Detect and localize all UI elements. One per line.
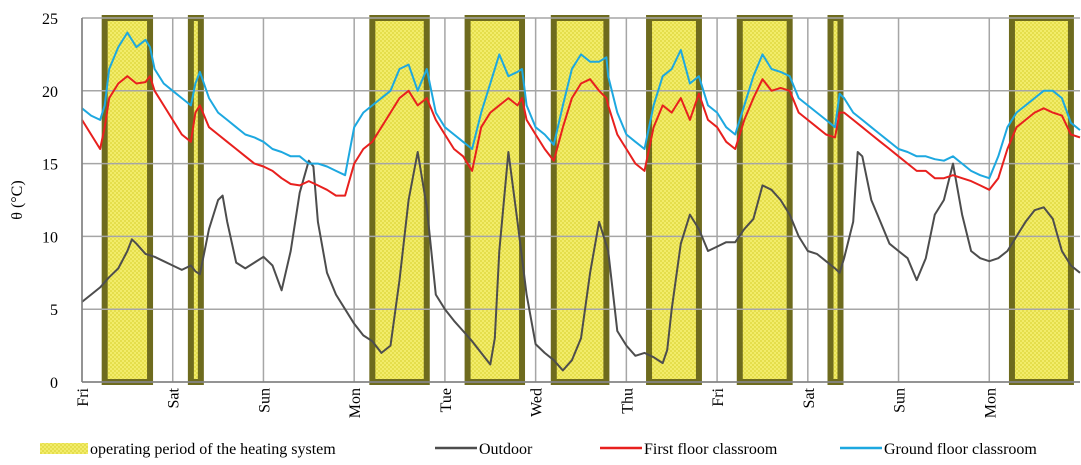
y-tick-label: 20 bbox=[42, 84, 58, 101]
y-axis-label: θ (°C) bbox=[9, 180, 26, 219]
heating-period-9 bbox=[1008, 15, 1074, 385]
x-tick-label: Mon bbox=[347, 388, 364, 418]
y-tick-label: 5 bbox=[50, 302, 58, 319]
heating-period-5 bbox=[550, 15, 610, 385]
y-tick-label: 25 bbox=[42, 11, 58, 28]
heating-period-8 bbox=[827, 15, 844, 385]
x-tick-label: Wed bbox=[529, 388, 546, 417]
legend-label: First floor classroom bbox=[644, 441, 778, 458]
heating-period-1 bbox=[101, 15, 154, 385]
series-line-ground-floor-classroom bbox=[81, 31, 1081, 180]
legend-label: operating period of the heating system bbox=[90, 441, 336, 458]
x-tick-label: Sat bbox=[801, 387, 818, 408]
series-line-first-floor-classroom bbox=[81, 75, 1081, 197]
grid-lines bbox=[81, 17, 1080, 383]
y-tick-label: 10 bbox=[42, 229, 58, 246]
x-tick-label: Tue bbox=[438, 388, 455, 412]
x-tick-label: Fri bbox=[710, 387, 727, 406]
x-tick-label: Fri bbox=[75, 387, 92, 406]
legend-label: Ground floor classroom bbox=[884, 441, 1037, 458]
y-tick-label: 0 bbox=[50, 375, 58, 392]
x-tick-label: Mon bbox=[982, 388, 999, 418]
axes: 0 5 10 15 20 25 Fri Sat Sun Mon Tue Wed Thu Fri Sat Sun… bbox=[42, 11, 1080, 418]
series-line-outdoor bbox=[81, 151, 1081, 372]
x-tick-label: Sun bbox=[892, 388, 909, 413]
legend-label: Outdoor bbox=[479, 441, 533, 458]
legend: operating period of the heating system Ou… bbox=[40, 441, 1037, 458]
legend-swatch-heating bbox=[40, 443, 88, 454]
x-tick-label: Sat bbox=[166, 387, 183, 408]
heating-period-6 bbox=[646, 15, 702, 385]
x-tick-label: Sun bbox=[256, 388, 273, 413]
heating-period-3 bbox=[369, 15, 430, 385]
series-lines bbox=[81, 31, 1081, 372]
x-tick-label: Thu bbox=[619, 388, 636, 414]
y-tick-label: 15 bbox=[42, 157, 58, 174]
